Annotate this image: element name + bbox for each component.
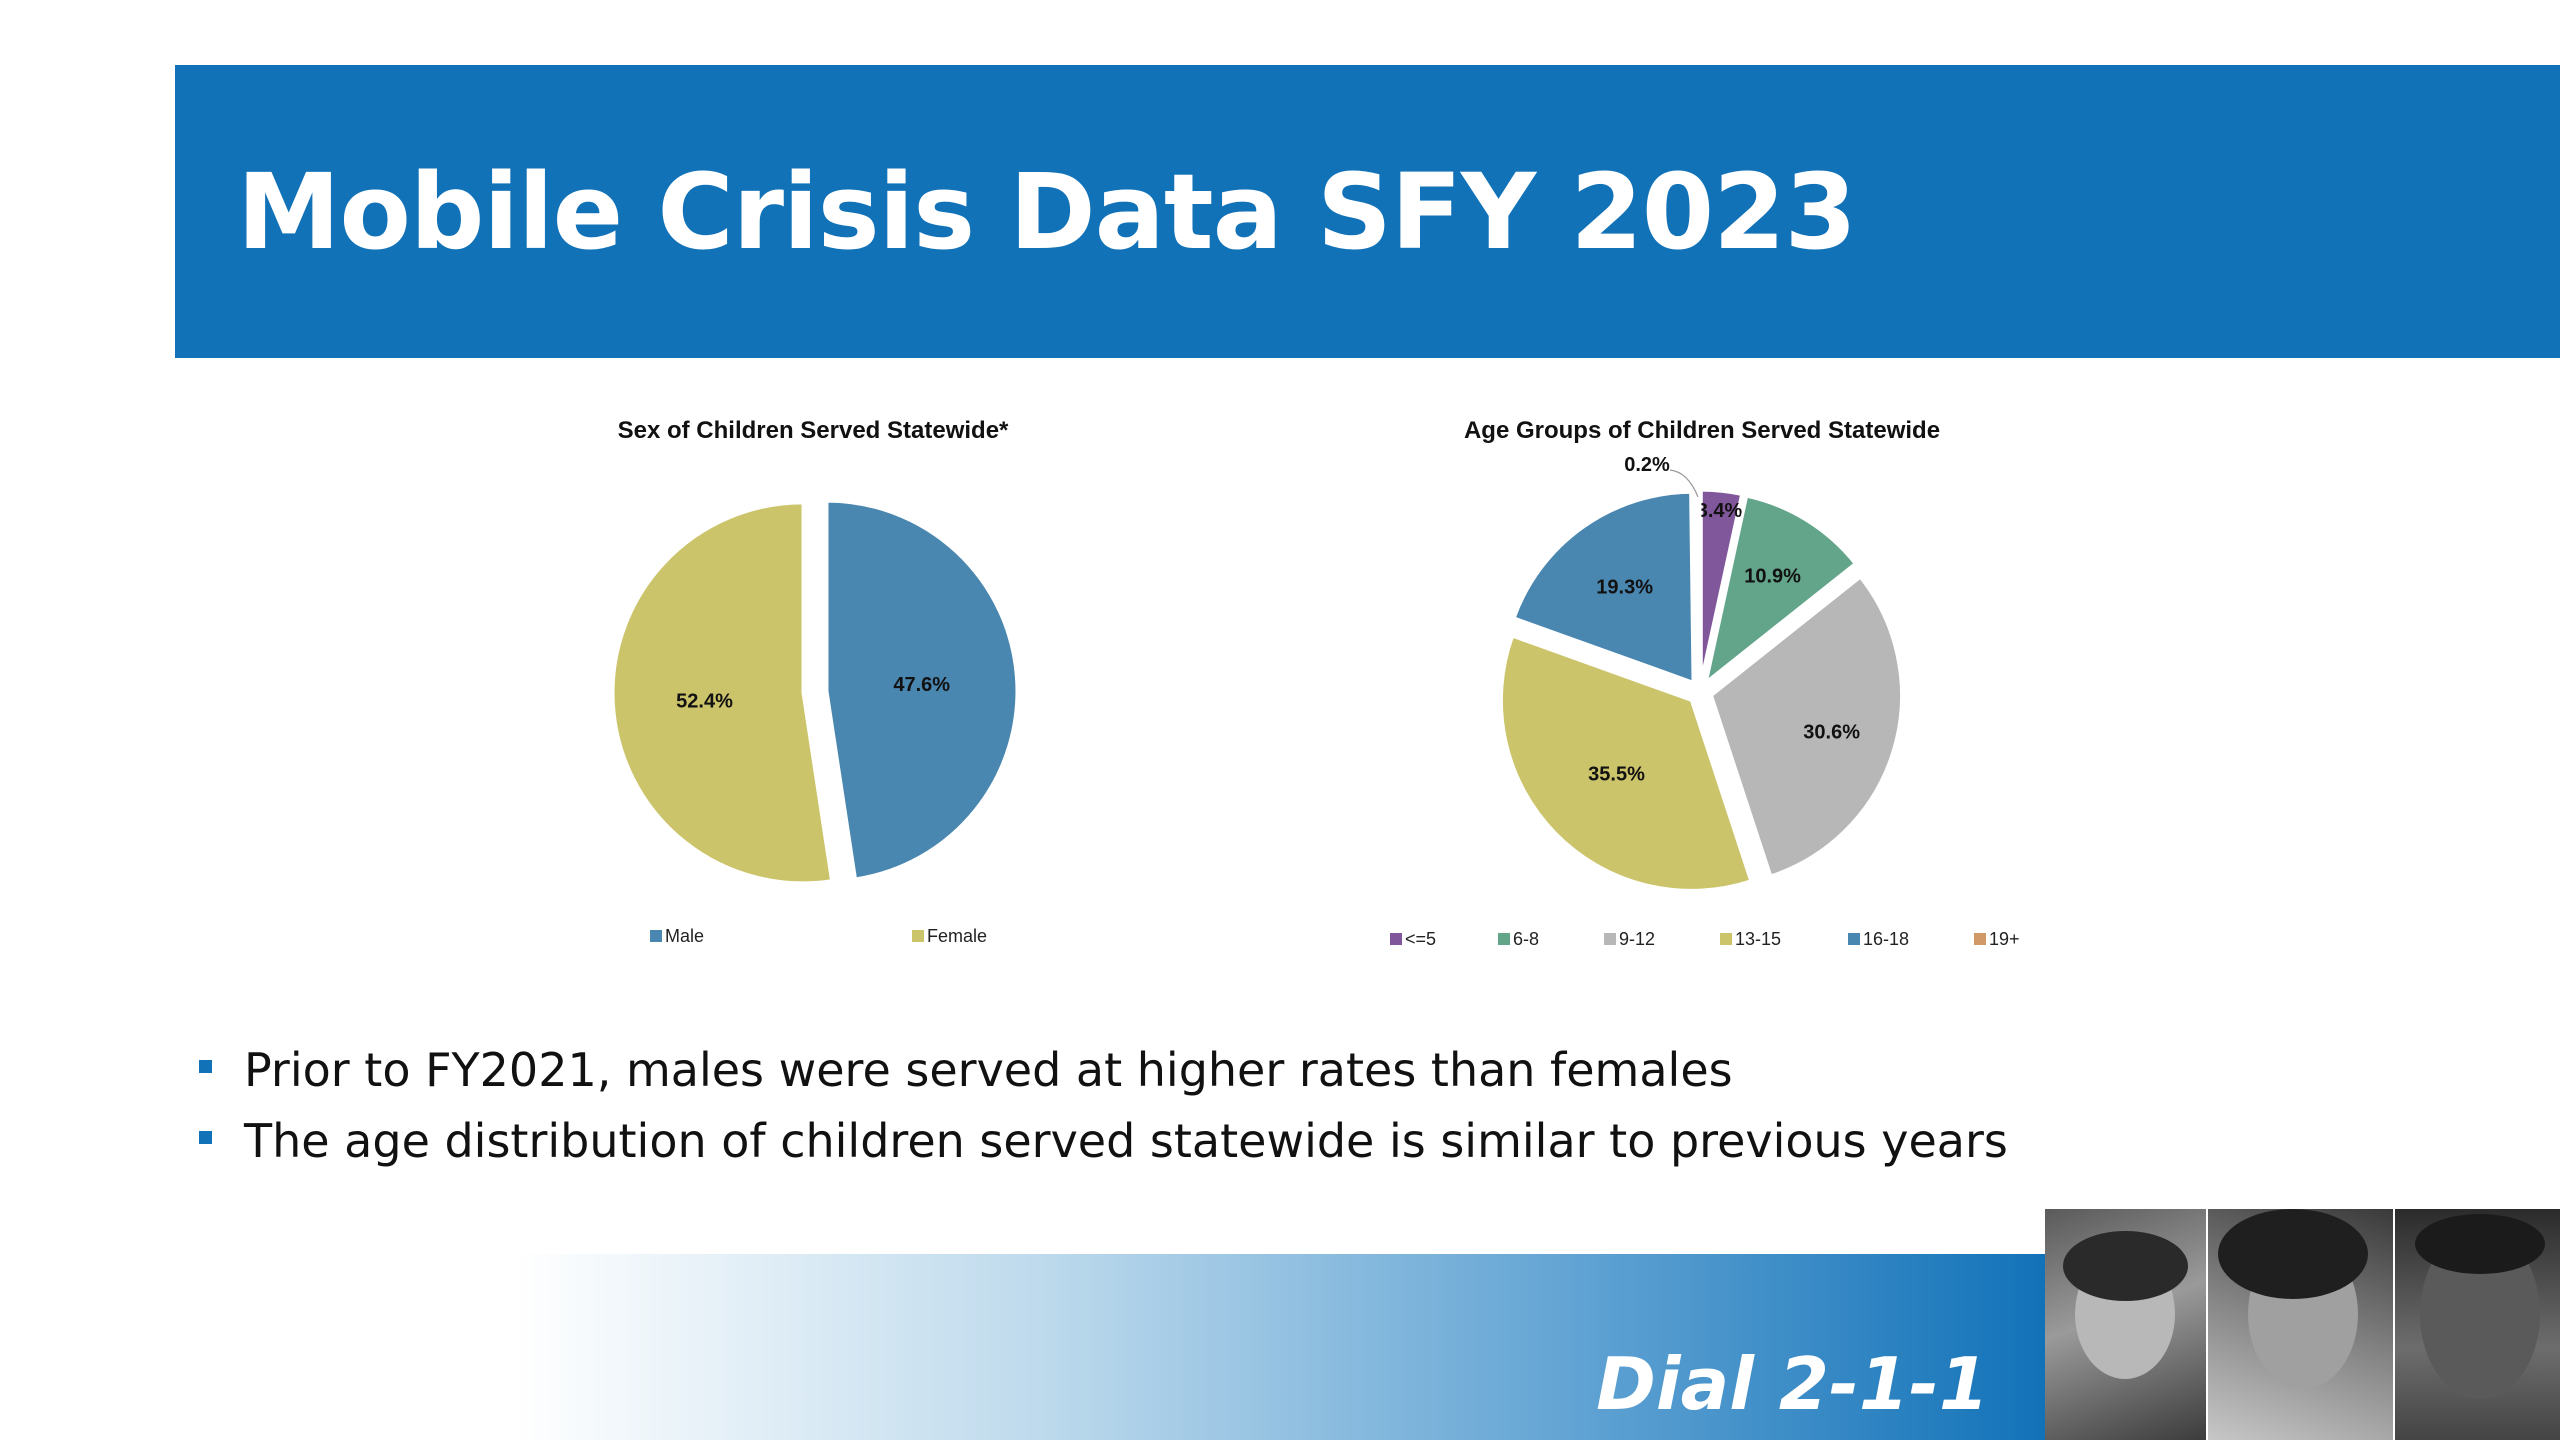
age-pie-chart: Age Groups of Children Served Statewide 3… — [1390, 417, 2020, 949]
chart-title: Age Groups of Children Served Statewide — [1464, 417, 1940, 444]
data-label-16-18: 19.3% — [1596, 576, 1653, 598]
pie-slice-9-12 — [1709, 575, 1903, 878]
sex-pie-chart: Sex of Children Served Statewide* 47.6% 52… — [611, 417, 1019, 946]
legend-swatch-13-15 — [1720, 933, 1732, 945]
legend-label-6-8: 6-8 — [1513, 929, 1539, 949]
chart-title: Sex of Children Served Statewide* — [618, 417, 1009, 444]
photo-strip — [2045, 1209, 2560, 1440]
bullet-marker — [199, 1131, 212, 1144]
legend-label-female: Female — [927, 926, 987, 946]
legend-swatch-9-12 — [1604, 933, 1616, 945]
footer-bar: Dial 2-1-1 — [515, 1254, 2045, 1440]
leader-line-19plus — [1669, 469, 1699, 498]
legend-label-13-15: 13-15 — [1735, 929, 1781, 949]
data-label-9-12: 30.6% — [1803, 721, 1860, 743]
bullet-marker — [199, 1060, 212, 1073]
legend-swatch-6-8 — [1498, 933, 1510, 945]
legend-label-19plus: 19+ — [1989, 929, 2020, 949]
legend-swatch-female — [912, 930, 924, 942]
slide-title: Mobile Crisis Data SFY 2023 — [237, 151, 1857, 273]
pie-slice-19plus — [1696, 488, 1702, 681]
bullet-text: Prior to FY2021, males were served at hi… — [244, 1043, 1733, 1097]
title-banner: Mobile Crisis Data SFY 2023 — [175, 65, 2560, 358]
data-label-6-8: 10.9% — [1744, 565, 1801, 587]
photo-teen-girl — [2205, 1209, 2394, 1440]
pie-slice-16-18 — [1512, 490, 1695, 685]
legend-label-9-12: 9-12 — [1619, 929, 1655, 949]
photo-child — [2393, 1209, 2560, 1440]
pie-slice-male — [825, 499, 1019, 881]
data-label-le5: 3.4% — [1697, 500, 1743, 522]
legend-label-male: Male — [665, 926, 704, 946]
dial-211-text: Dial 2-1-1 — [1596, 1342, 1989, 1426]
pie-slice-13-15 — [1499, 634, 1753, 892]
legend-swatch-male — [650, 930, 662, 942]
legend-swatch-le5 — [1390, 933, 1402, 945]
photo-teen-boy — [2045, 1209, 2206, 1440]
data-label-male: 47.6% — [893, 674, 950, 696]
legend-swatch-19plus — [1974, 933, 1986, 945]
bullet-item: Prior to FY2021, males were served at hi… — [196, 1035, 2008, 1106]
pie-slice-6-8 — [1703, 494, 1858, 686]
legend-label-le5: <=5 — [1405, 929, 1436, 949]
bullet-list: Prior to FY2021, males were served at hi… — [196, 1035, 2008, 1177]
legend-label-16-18: 16-18 — [1863, 929, 1909, 949]
pie-slice-female — [611, 501, 834, 885]
bullet-item: The age distribution of children served … — [196, 1106, 2008, 1177]
bullet-text: The age distribution of children served … — [244, 1114, 2008, 1168]
data-label-13-15: 35.5% — [1588, 763, 1645, 785]
data-label-female: 52.4% — [676, 690, 733, 712]
legend-swatch-16-18 — [1848, 933, 1860, 945]
data-label-19plus: 0.2% — [1624, 454, 1670, 476]
